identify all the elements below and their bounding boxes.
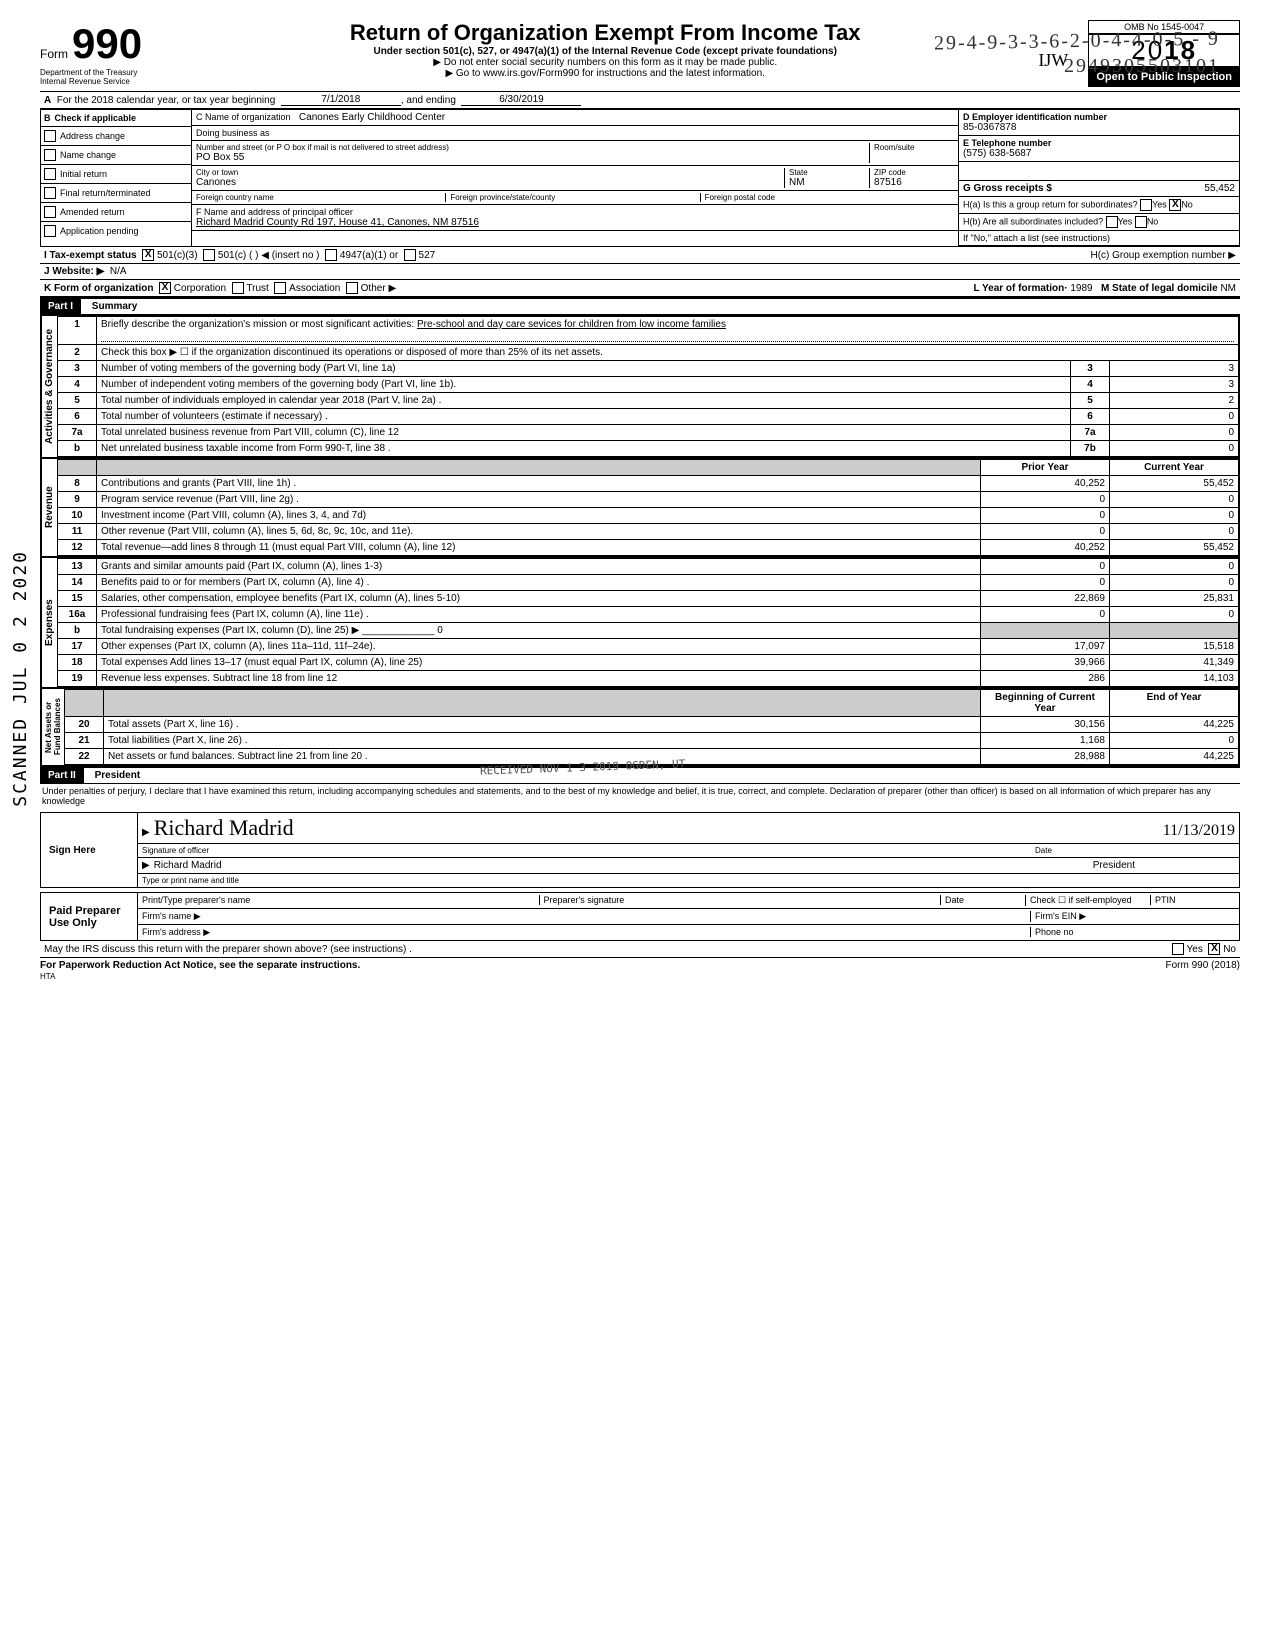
stamp-side: SCANNED JUL 0 2 2020 — [10, 550, 31, 807]
line-k: K Form of organization X Corporation Tru… — [40, 280, 1240, 297]
irs-discuss: May the IRS discuss this return with the… — [40, 941, 1240, 958]
summary-governance: 1Briefly describe the organization's mis… — [57, 316, 1239, 457]
side-expenses: Expenses — [41, 558, 57, 687]
sign-here-block: Sign Here Richard Madrid 11/13/2019 Sign… — [40, 812, 1240, 888]
side-net: Net Assets or Fund Balances — [41, 689, 64, 765]
summary-revenue: Prior YearCurrent Year 8Contributions an… — [57, 459, 1239, 556]
form-number: 990 — [72, 20, 142, 68]
line-a: A For the 2018 calendar year, or tax yea… — [40, 92, 1240, 109]
note1: ▶ Do not enter social security numbers o… — [162, 57, 1048, 68]
dept: Department of the Treasury Internal Reve… — [40, 68, 142, 86]
stamp-top2: 2949305503101 — [1064, 55, 1220, 78]
title: Return of Organization Exempt From Incom… — [162, 20, 1048, 46]
line-j: J Website: ▶ N/A — [40, 264, 1240, 280]
penalty-text: Under penalties of perjury, I declare th… — [40, 784, 1240, 808]
section-b-block: B Check if applicable Address change Nam… — [40, 109, 1240, 247]
initials: IJW — [1038, 50, 1068, 71]
note2: ▶ Go to www.irs.gov/Form990 for instruct… — [162, 68, 1048, 79]
footer: For Paperwork Reduction Act Notice, see … — [40, 958, 1240, 982]
form-label: Form — [40, 47, 68, 61]
line-i: I Tax-exempt status X 501(c)(3) 501(c) (… — [40, 247, 1240, 264]
side-governance: Activities & Governance — [41, 316, 57, 457]
paid-preparer-block: Paid Preparer Use Only Print/Type prepar… — [40, 892, 1240, 941]
summary-expenses: 13Grants and similar amounts paid (Part … — [57, 558, 1239, 687]
side-revenue: Revenue — [41, 459, 57, 556]
summary-net: Beginning of Current YearEnd of Year 20T… — [64, 689, 1239, 765]
part1-header: Part I Summary — [40, 297, 1240, 315]
subtitle: Under section 501(c), 527, or 4947(a)(1)… — [162, 46, 1048, 57]
